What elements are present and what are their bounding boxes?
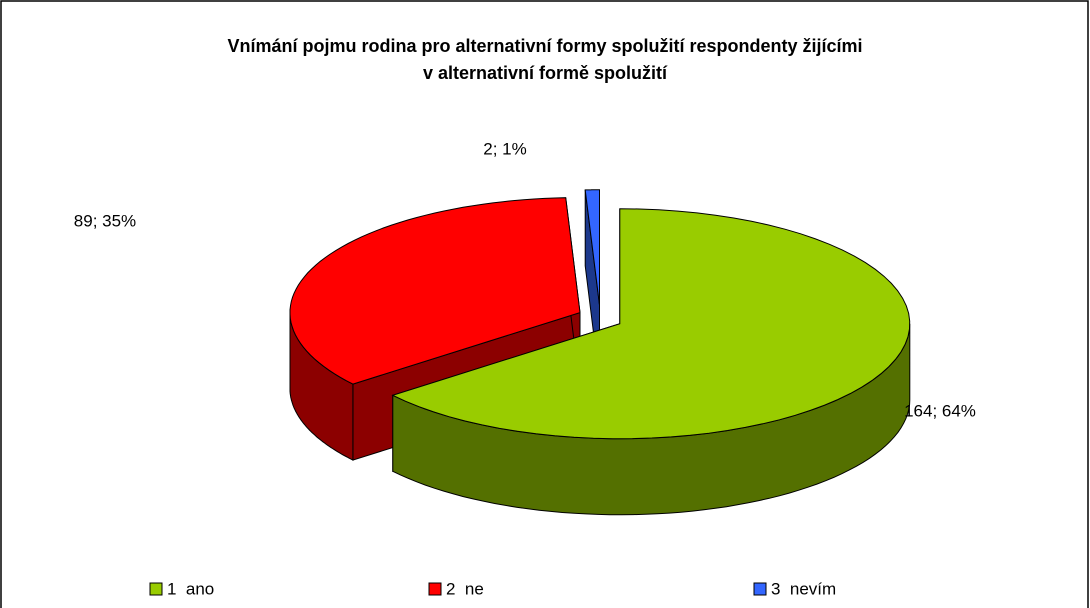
chart-title: Vnímání pojmu rodina pro alternativní fo… [227, 36, 862, 83]
slice [391, 208, 911, 516]
legend-swatch [428, 582, 442, 596]
data-label: 89; 35% [74, 211, 136, 230]
legend-label: 3 nevím [771, 579, 836, 598]
title-line: v alternativní formě spolužití [423, 63, 668, 83]
data-label: 164; 64% [904, 401, 976, 420]
title-line: Vnímání pojmu rodina pro alternativní fo… [227, 36, 862, 56]
legend-swatch [149, 582, 163, 596]
legend-label: 2 ne [446, 579, 484, 598]
slice-top [584, 189, 600, 305]
legend-swatch [753, 582, 767, 596]
slice-top [391, 208, 911, 440]
legend-label: 1 ano [167, 579, 214, 598]
slice-top [289, 197, 581, 385]
data-label: 2; 1% [483, 139, 526, 158]
